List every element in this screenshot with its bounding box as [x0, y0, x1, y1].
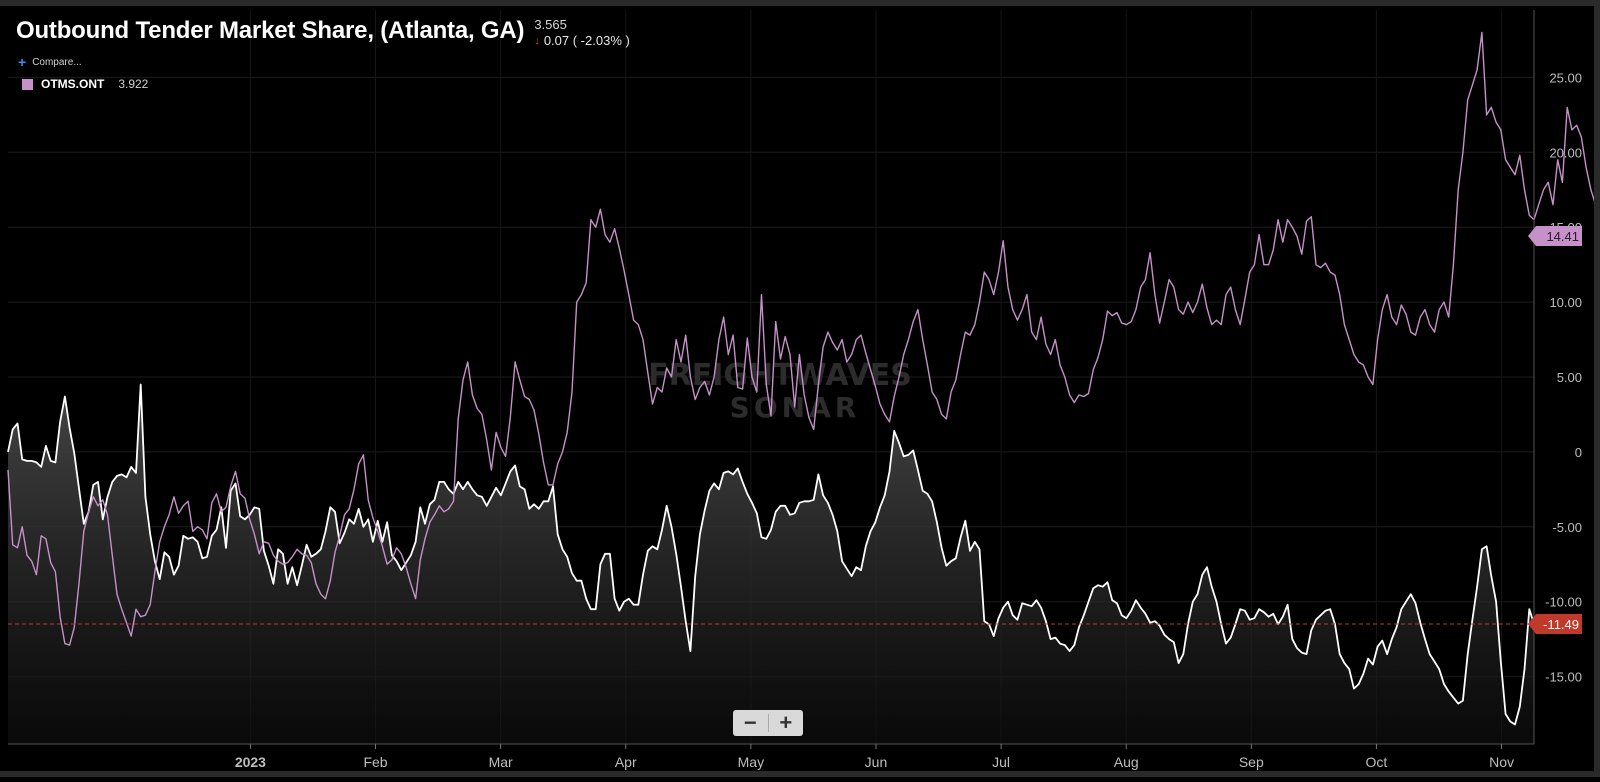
last-value: 3.565: [534, 17, 567, 32]
watermark-line2: SONAR: [730, 391, 861, 424]
primary-area: [8, 384, 1534, 744]
secondary-last-badge-text: 14.41: [1546, 229, 1579, 244]
x-tick-label: Feb: [363, 754, 387, 770]
zoom-control: − +: [733, 710, 803, 736]
chart-title: Outbound Tender Market Share, (Atlanta, …: [16, 17, 525, 44]
chart-header: Outbound Tender Market Share, (Atlanta, …: [16, 16, 630, 48]
zoom-separator: [767, 714, 769, 732]
change-row: ↓ 0.07 ( -2.03% ): [534, 34, 630, 48]
x-tick-label: Sep: [1239, 754, 1264, 770]
compare-label: Compare...: [32, 56, 82, 68]
zoom-in-button[interactable]: +: [779, 710, 793, 735]
y-tick-label: 20.00: [1549, 145, 1582, 160]
x-tick-label: Aug: [1114, 754, 1139, 770]
legend-swatch: [22, 78, 33, 90]
legend-name: OTMS.ONT: [41, 77, 105, 91]
secondary-last-badge: 14.41: [1528, 226, 1582, 247]
last-value-badges: 14.41 -11.49: [1528, 226, 1582, 635]
y-tick-label: -10.00: [1545, 595, 1582, 610]
arrow-down-icon: ↓: [534, 35, 540, 47]
secondary-series-line: [7, 31, 1600, 646]
zoom-out-button[interactable]: −: [743, 710, 757, 735]
series-layer: [7, 31, 1600, 744]
x-tick-label: May: [738, 754, 764, 770]
x-tick-label: Nov: [1489, 754, 1514, 770]
plus-icon: +: [18, 54, 27, 70]
x-tick-label: Jul: [992, 754, 1010, 770]
y-tick-label: -5.00: [1552, 520, 1582, 535]
x-axis: 2023FebMarAprMayJunJulAugSepOctNovDec: [8, 743, 1534, 770]
compare-button[interactable]: + Compare...: [18, 54, 82, 70]
x-tick-label: 2023: [235, 754, 266, 770]
y-tick-label: 0: [1575, 445, 1582, 460]
primary-series-line: [7, 383, 1535, 726]
frame-bottom: [0, 771, 1600, 777]
x-tick-label: Oct: [1366, 754, 1388, 770]
legend-value: 3.922: [118, 77, 149, 91]
quote-box: 3.565 ↓ 0.07 ( -2.03% ): [534, 18, 630, 48]
y-tick-label: 25.00: [1549, 70, 1582, 85]
y-tick-label: -15.00: [1545, 670, 1582, 685]
legend-entry[interactable]: OTMS.ONT 3.922: [22, 77, 148, 91]
x-tick-label: Apr: [615, 754, 637, 770]
y-tick-label: 10.00: [1549, 295, 1582, 310]
y-tick-label: 5.00: [1557, 370, 1582, 385]
primary-last-badge: -11.49: [1528, 614, 1582, 635]
primary-last-badge-text: -11.49: [1543, 617, 1579, 632]
secondary-last-badge-shape: [1528, 226, 1582, 247]
frame-top: [0, 0, 1600, 6]
frame-right: [1594, 0, 1600, 777]
watermark: FREIGHTWAVES SONAR: [648, 358, 912, 424]
change-value: 0.07 ( -2.03% ): [543, 33, 630, 48]
primary-last-badge-shape: [1528, 614, 1582, 635]
x-tick-label: Mar: [489, 754, 513, 770]
x-tick-label: Jun: [865, 754, 888, 770]
